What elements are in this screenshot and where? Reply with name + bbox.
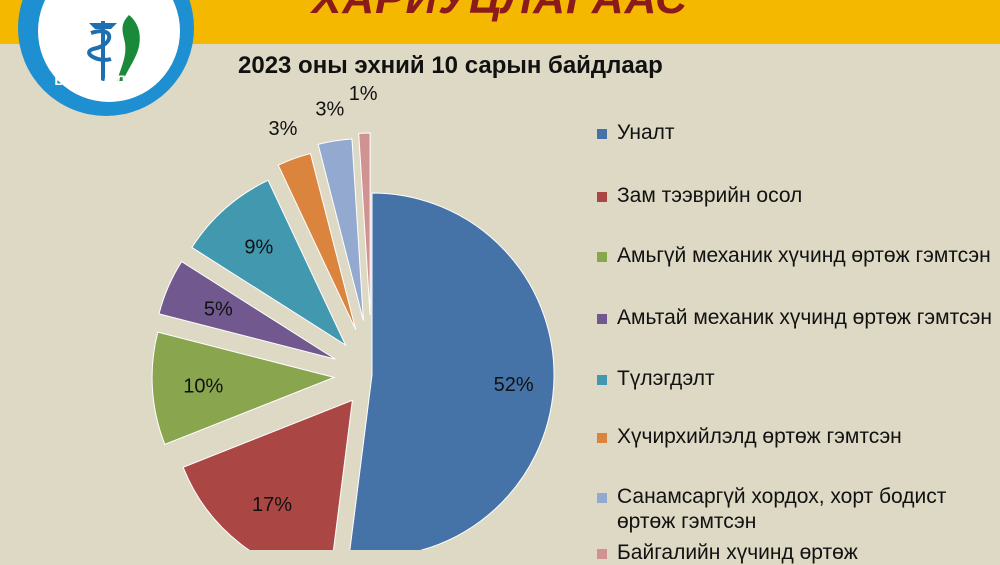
pie-chart: 52%17%10%5%9%3%3%1% [151,83,555,550]
legend-label: Уналт [617,121,675,144]
legend-swatch [597,252,607,262]
legend-swatch [597,192,607,202]
legend-label: Санамсаргүй хордох, хорт бодист өртөж гэ… [617,485,947,533]
legend-swatch [597,314,607,324]
pie-slice [317,138,364,321]
pie-slice [349,192,555,550]
logo-emblem [38,0,180,102]
pie-slice [277,152,357,331]
pie-slice [191,179,347,347]
organization-logo: БАЯН-ӨЛГИЙ [18,0,194,116]
data-label: 10% [183,376,223,398]
data-label: 5% [204,299,233,321]
data-label: 9% [244,237,273,259]
data-label: 52% [494,374,534,396]
pie-slice [358,132,371,316]
legend-label: Байгалийн хүчинд өртөж [617,541,858,564]
legend-label: Амьтай механик хүчинд өртөж гэмтсэн [617,306,992,329]
legend-label: Амьгүй механик хүчинд өртөж гэмтсэн [617,244,991,267]
pie-slice [182,399,353,550]
legend-label: Түлэгдэлт [617,367,715,390]
logo-text: БАЯН-ӨЛГИЙ [54,72,158,88]
legend-swatch [597,129,607,139]
banner-title: ХАРИУЦЛАГААС [0,0,1000,24]
legend-swatch [597,375,607,385]
legend-swatch [597,433,607,443]
legend-label: Хүчирхийлэлд өртөж гэмтсэн [617,425,902,448]
caduceus-icon [87,15,140,81]
legend-label: Зам тээврийн осол [617,184,803,207]
data-label: 1% [349,83,378,105]
chart-subtitle: 2023 оны эхний 10 сарын байдлаар [238,52,663,79]
data-label: 3% [269,118,298,140]
data-label: 3% [315,99,344,121]
pie-slice [151,331,336,446]
legend-swatch [597,549,607,559]
pie-slice [158,260,336,360]
legend-swatch [597,493,607,503]
data-label: 17% [252,494,292,516]
